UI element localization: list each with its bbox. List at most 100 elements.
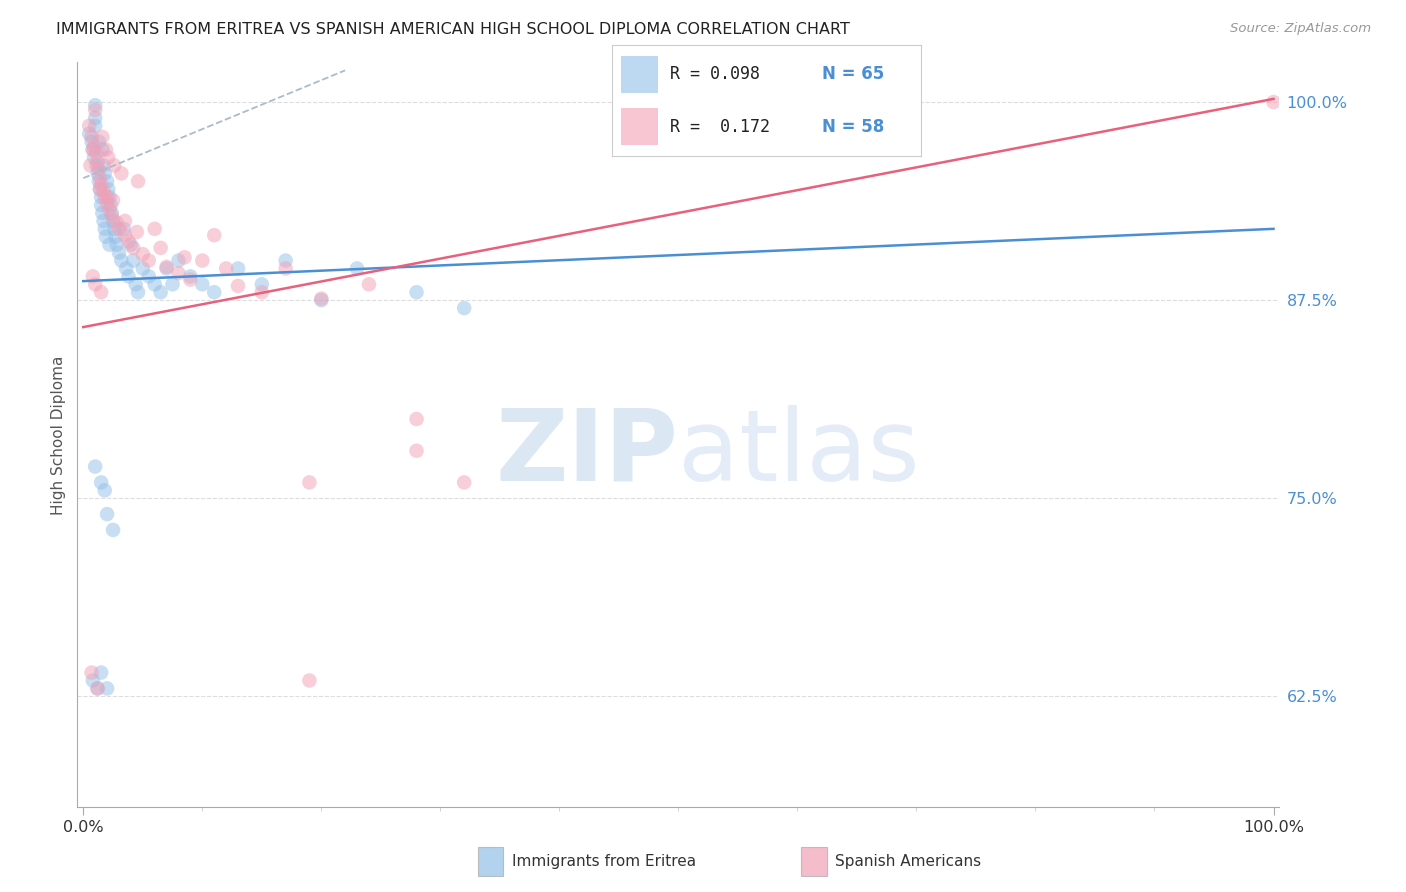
Point [112,222,135,236]
Point [132,247,155,261]
Point [90,178,112,192]
Text: R =  0.172: R = 0.172 [671,118,770,136]
Point [101,214,124,228]
Point [191,253,214,268]
Point [93,483,115,498]
Point [110,253,132,268]
Point [101,209,124,223]
Point [93,184,115,198]
Point [91,206,114,220]
Point [80,135,103,149]
Point [93,158,115,172]
Point [103,158,125,172]
Point [101,194,124,208]
Point [79,158,101,172]
Point [162,277,184,292]
Point [87,161,110,176]
Point [274,253,297,268]
Point [179,269,201,284]
Point [77,119,100,133]
Point [122,253,145,268]
Point [89,182,111,196]
Point [90,475,112,490]
Point [94,143,117,157]
Point [127,285,149,300]
Point [97,151,120,165]
Point [143,277,166,292]
Point [167,253,190,268]
Point [127,174,149,188]
Point [82,143,104,157]
Point [93,214,115,228]
Text: atlas: atlas [679,405,920,502]
Point [93,166,115,180]
Point [311,292,333,306]
Point [143,222,166,236]
Point [155,260,177,274]
Point [202,228,225,243]
Text: Immigrants from Eritrea: Immigrants from Eritrea [512,855,696,869]
Point [346,261,368,276]
Point [105,237,128,252]
Point [298,475,321,490]
Point [274,261,297,276]
Point [191,277,214,292]
Point [167,266,190,280]
Point [80,129,103,144]
Point [117,235,139,249]
Point [405,443,427,458]
Point [104,229,127,244]
Point [82,269,104,284]
Text: IMMIGRANTS FROM ERITREA VS SPANISH AMERICAN HIGH SCHOOL DIPLOMA CORRELATION CHAR: IMMIGRANTS FROM ERITREA VS SPANISH AMERI… [56,22,851,37]
Point [83,139,105,153]
Point [90,198,112,212]
Point [103,222,125,236]
Point [91,129,114,144]
Point [84,459,107,474]
Point [96,174,118,188]
Point [117,269,139,284]
Point [90,665,112,680]
Point [114,214,136,228]
Bar [621,108,658,145]
Point [100,198,122,212]
Point [250,277,273,292]
Point [89,182,111,196]
Point [86,681,108,696]
Point [90,190,112,204]
Point [82,143,104,157]
Point [226,278,249,293]
Point [453,475,475,490]
Y-axis label: High School Diploma: High School Diploma [51,355,66,515]
Point [84,111,107,125]
Point [114,228,136,243]
Point [96,681,118,696]
Point [91,143,114,157]
Point [89,171,111,186]
Point [122,241,145,255]
Point [298,673,321,688]
Point [96,507,118,521]
Point [93,222,115,236]
Point [87,135,110,149]
Point [120,237,142,252]
Point [90,285,112,300]
Point [80,665,103,680]
Text: Source: ZipAtlas.com: Source: ZipAtlas.com [1230,22,1371,36]
Point [125,225,148,239]
Point [96,190,118,204]
Point [83,151,105,165]
Point [86,155,108,169]
Point [311,293,333,307]
Point [132,261,155,276]
Point [84,98,107,112]
Point [86,166,108,180]
Point [1263,95,1285,109]
Point [86,158,108,172]
Point [105,215,128,229]
Text: ZIP: ZIP [495,405,679,502]
Point [98,190,121,204]
Point [94,229,117,244]
Text: R = 0.098: R = 0.098 [671,65,761,83]
Point [84,103,107,117]
